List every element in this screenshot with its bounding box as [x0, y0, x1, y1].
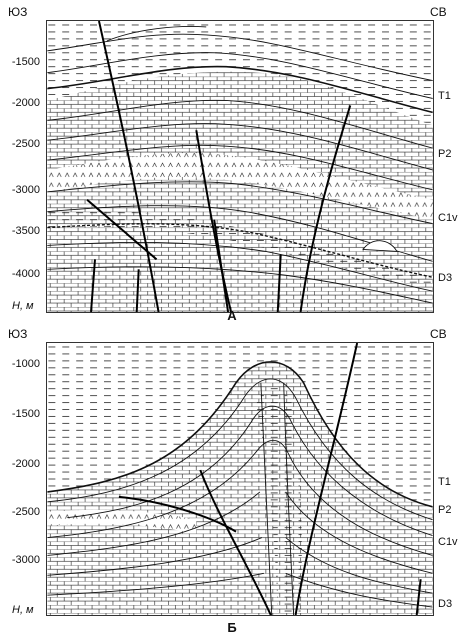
direction-left-label: ЮЗ	[8, 5, 28, 19]
carbonate-layer	[47, 361, 433, 615]
section-panel-a: ЮЗ СВ -1500 -2000 -2500 -3000 -3500 -400…	[8, 5, 458, 323]
panel-caption: А	[227, 308, 237, 323]
fault-line	[90, 259, 96, 312]
fault-line	[86, 199, 158, 261]
fault-line	[299, 105, 352, 312]
cross-section-b	[46, 342, 434, 616]
strat-label-p2: P2	[438, 148, 452, 160]
depth-tick: -4000	[11, 268, 40, 280]
strat-label-c1v: C1v	[438, 536, 458, 548]
depth-tick: -1500	[11, 408, 40, 420]
fault-line	[135, 269, 140, 312]
depth-tick: -2000	[11, 458, 40, 470]
panel-caption: Б	[227, 620, 237, 635]
depth-tick: -2500	[11, 138, 40, 150]
direction-left-label: ЮЗ	[8, 327, 28, 341]
strat-label-t1: T1	[438, 90, 451, 102]
fault-line	[199, 469, 272, 615]
section-panel-b: ЮЗ СВ -1000 -1500 -2000 -2500 -3000 H, м…	[0, 324, 464, 640]
fault-line	[276, 254, 282, 312]
fault-line	[195, 130, 233, 312]
reef-lens	[362, 240, 398, 252]
depth-axis-label: H, м	[12, 604, 34, 616]
cross-section-a	[46, 20, 434, 313]
carbonate-layer	[47, 71, 433, 312]
depth-tick: -3500	[11, 225, 40, 237]
depth-tick: -3000	[11, 554, 40, 566]
depth-tick: -2000	[11, 97, 40, 109]
depth-tick: -3000	[11, 184, 40, 196]
strat-label-d3: D3	[438, 272, 453, 284]
fault-line	[415, 579, 422, 615]
evaporite-layer	[47, 153, 433, 220]
direction-right-label: СВ	[430, 327, 447, 341]
strat-label-t1: T1	[438, 476, 451, 488]
fault-line	[98, 21, 160, 312]
depth-tick: -1500	[11, 56, 40, 68]
depth-tick: -1000	[11, 358, 40, 370]
strat-label-c1v: C1v	[438, 212, 458, 224]
fault-line	[213, 219, 230, 312]
depth-axis-label: H, м	[12, 300, 34, 312]
depth-tick: -2500	[11, 506, 40, 518]
strat-label-p2: P2	[438, 504, 452, 516]
direction-right-label: СВ	[430, 5, 447, 19]
fault-line	[118, 495, 237, 533]
fault-line	[294, 343, 359, 615]
strat-label-d3: D3	[438, 598, 453, 610]
